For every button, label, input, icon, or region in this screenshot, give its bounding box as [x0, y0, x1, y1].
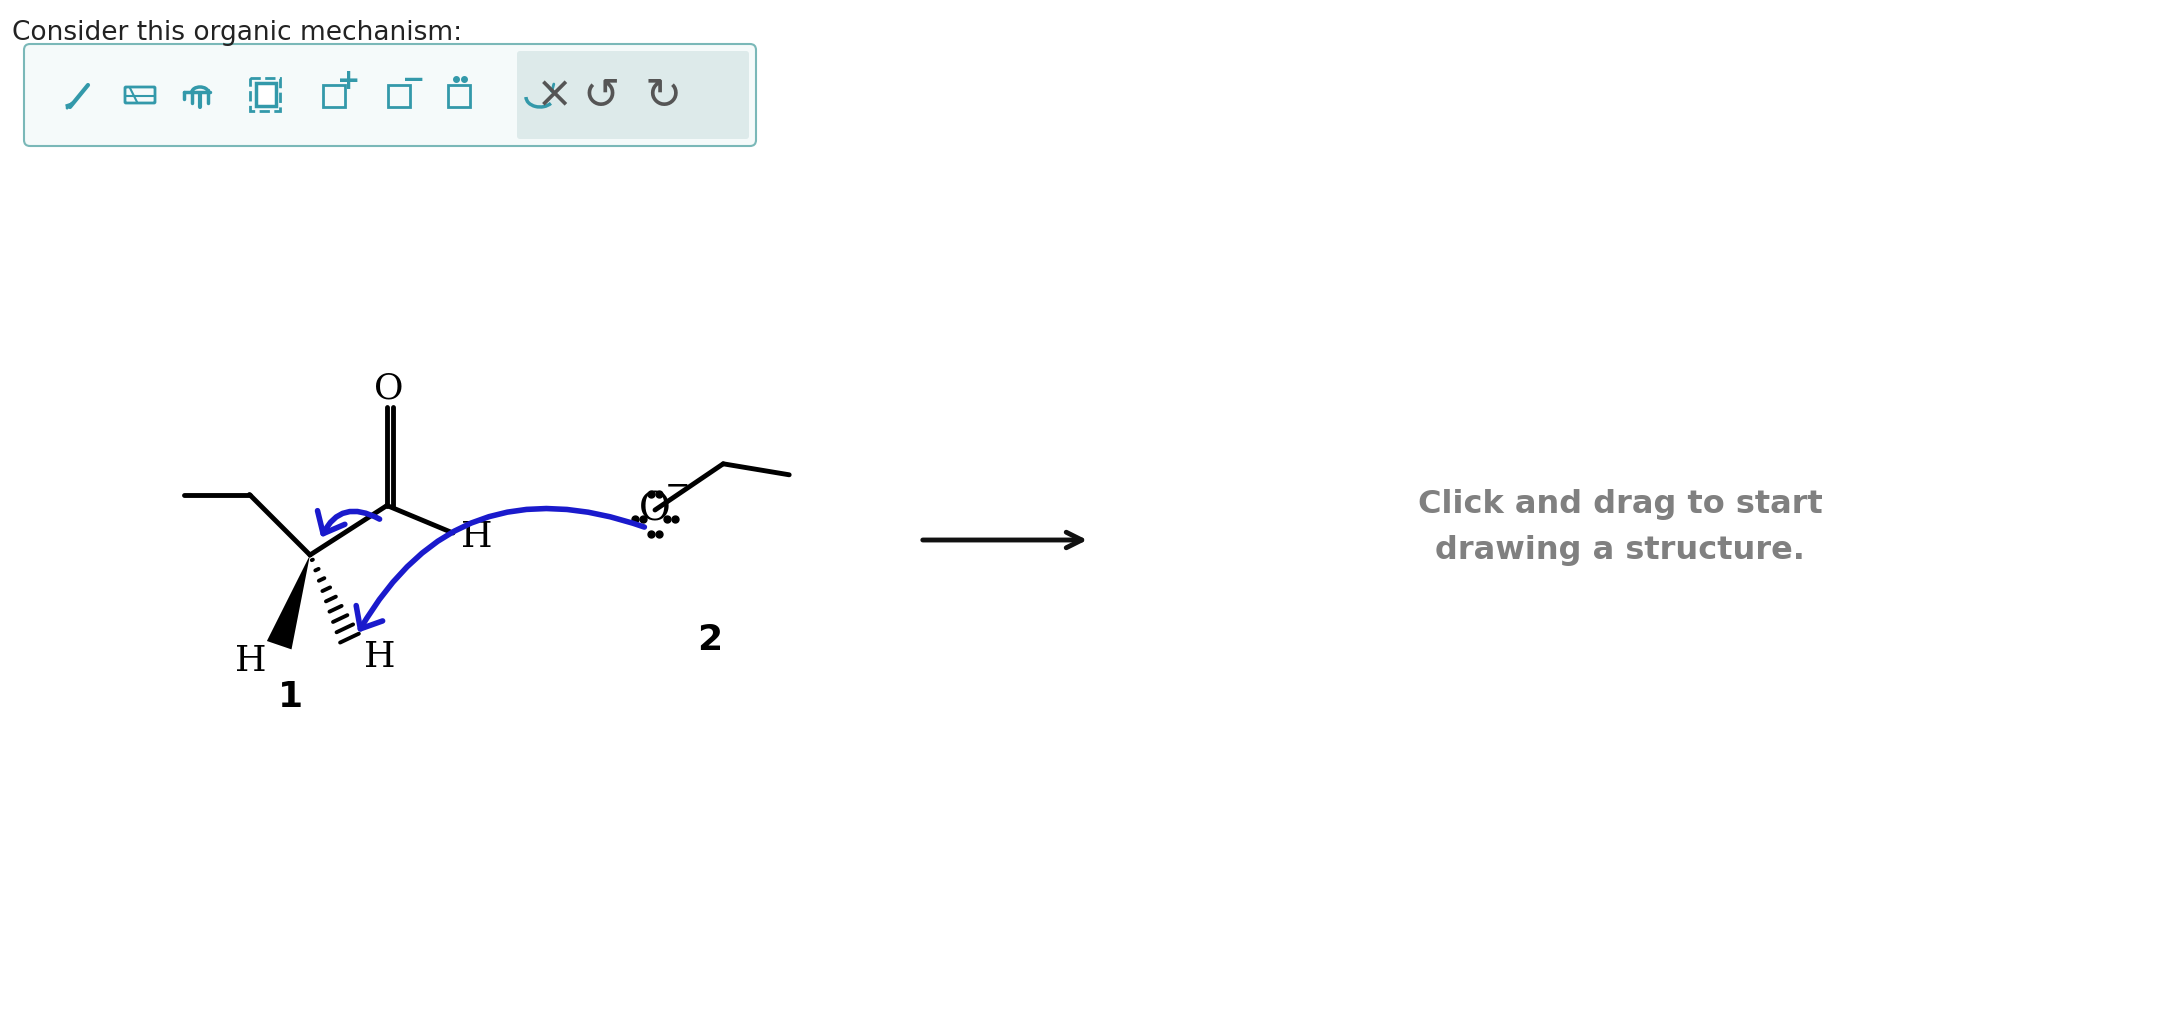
Text: Consider this organic mechanism:: Consider this organic mechanism:	[13, 20, 462, 46]
Polygon shape	[65, 103, 72, 109]
Text: O: O	[375, 372, 403, 405]
Text: Click and drag to start: Click and drag to start	[1417, 490, 1822, 520]
Text: 1: 1	[277, 680, 303, 715]
FancyArrowPatch shape	[318, 511, 379, 533]
Text: O: O	[639, 492, 671, 528]
Text: −: −	[665, 471, 689, 501]
Text: H: H	[235, 644, 266, 678]
Text: drawing a structure.: drawing a structure.	[1434, 534, 1805, 566]
FancyBboxPatch shape	[24, 44, 756, 146]
Text: H: H	[462, 520, 493, 554]
Text: H: H	[364, 640, 395, 674]
FancyBboxPatch shape	[517, 51, 750, 139]
Text: +: +	[338, 67, 360, 95]
Text: ×: ×	[536, 73, 573, 116]
Text: ↻: ↻	[645, 74, 682, 117]
FancyArrowPatch shape	[355, 509, 645, 629]
FancyBboxPatch shape	[255, 83, 277, 106]
Text: −: −	[403, 66, 425, 94]
Polygon shape	[266, 555, 310, 649]
Text: 2: 2	[698, 623, 722, 657]
Text: ↺: ↺	[582, 74, 619, 117]
